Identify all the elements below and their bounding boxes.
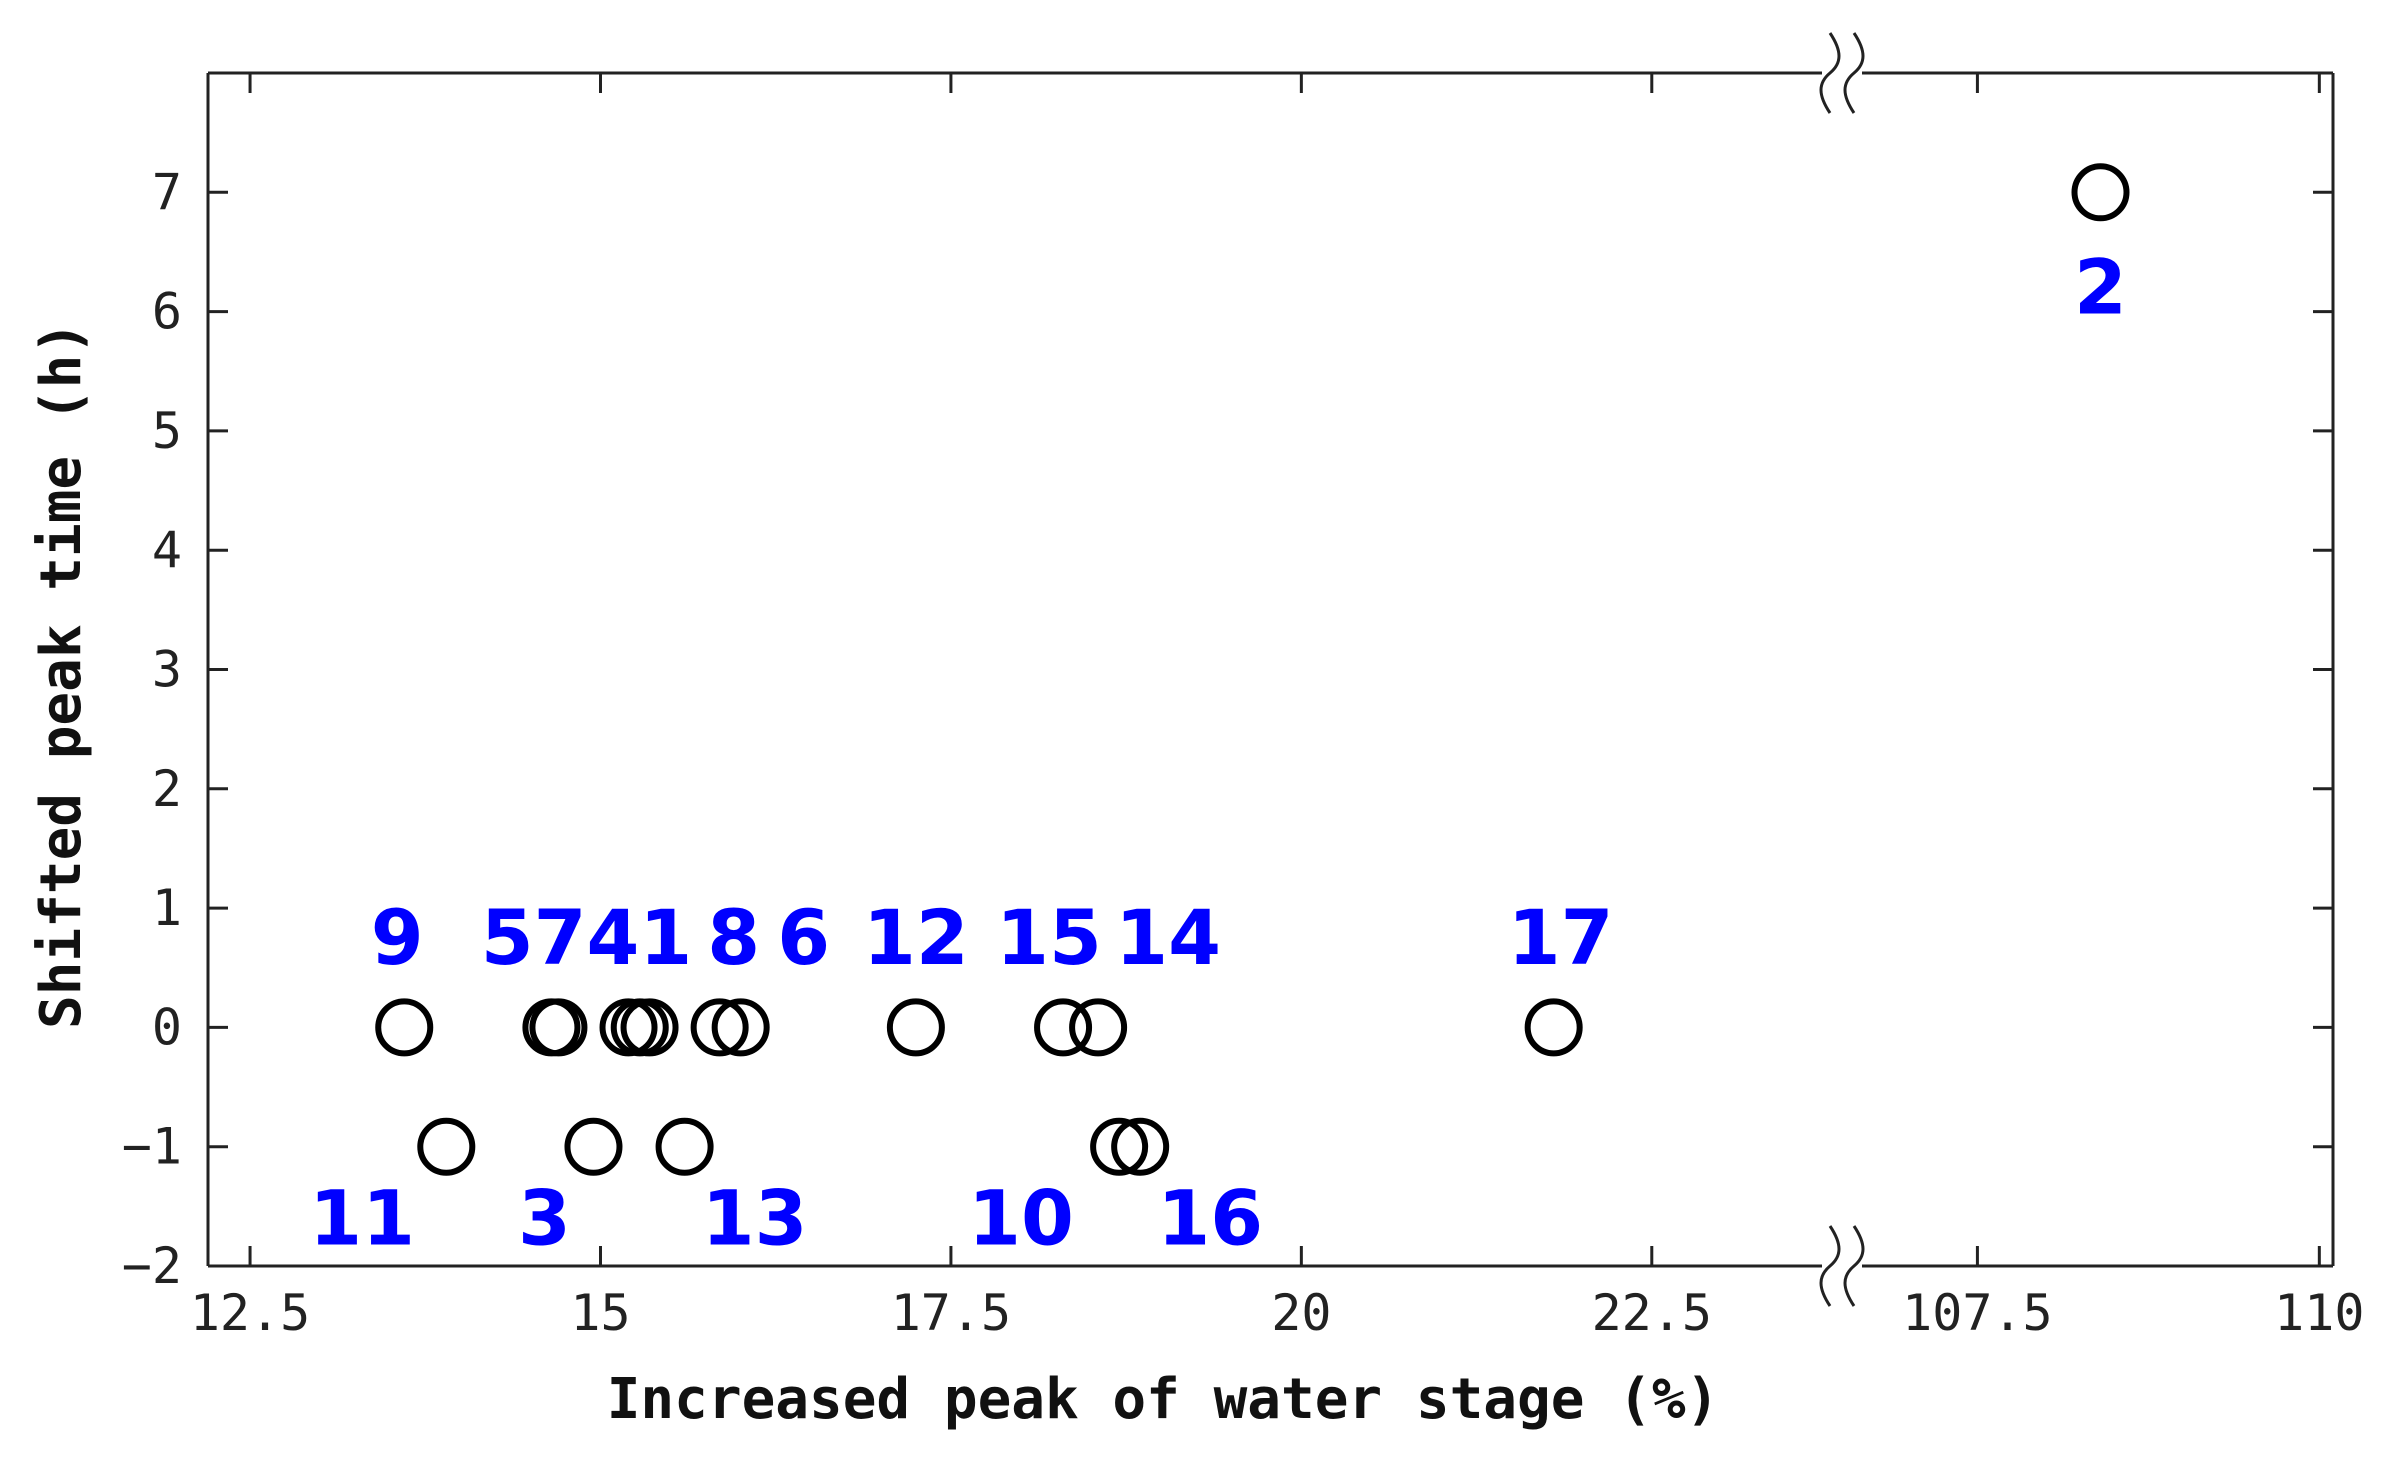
x-tick-label: 110 xyxy=(2274,1284,2364,1342)
data-point xyxy=(1069,998,1128,1057)
y-tick-label: −2 xyxy=(122,1237,182,1295)
axis-break-squiggle xyxy=(1843,1225,1865,1307)
x-tick-label: 22.5 xyxy=(1592,1284,1712,1342)
x-tick-label: 107.5 xyxy=(1902,1284,2053,1342)
data-point xyxy=(564,1117,623,1176)
point-label: 11 xyxy=(309,1173,415,1262)
point-label: 3 xyxy=(518,1173,571,1262)
axis-break-marks xyxy=(1819,31,1865,1308)
data-point xyxy=(711,998,770,1057)
x-tick-label: 20 xyxy=(1271,1284,1331,1342)
point-label: 9 xyxy=(371,893,424,982)
axis-break-squiggle xyxy=(1843,32,1865,114)
data-point xyxy=(886,998,945,1057)
data-point xyxy=(690,998,749,1057)
point-label: 10 xyxy=(968,1173,1074,1262)
data-point xyxy=(417,1117,476,1176)
data-point xyxy=(1034,998,1093,1057)
point-label: 16 xyxy=(1157,1173,1263,1262)
data-point xyxy=(529,998,588,1057)
point-label: 6 xyxy=(777,893,830,982)
axis-break-squiggle xyxy=(1819,1225,1841,1307)
point-label: 12 xyxy=(863,893,969,982)
point-label: 5741 xyxy=(481,893,693,982)
data-point xyxy=(2071,163,2130,222)
y-axis-title: Shifted peak time (h) xyxy=(29,321,94,1029)
point-label: 2 xyxy=(2074,243,2127,332)
data-point xyxy=(620,998,679,1057)
y-tick-label: 7 xyxy=(152,163,182,221)
x-tick-label: 17.5 xyxy=(891,1284,1011,1342)
data-point xyxy=(1524,998,1583,1057)
point-label: 15 xyxy=(996,893,1102,982)
y-tick-label: 5 xyxy=(152,402,182,460)
data-points xyxy=(375,163,2130,1176)
x-tick-label: 15 xyxy=(570,1284,630,1342)
x-tick-label: 12.5 xyxy=(190,1284,310,1342)
y-tick-label: 6 xyxy=(152,283,182,341)
x-axis-title: Increased peak of water stage (%) xyxy=(607,1367,1720,1432)
x-axis-ticks: 12.5 15 17.5 20 22.5 107.5 110 xyxy=(190,73,2364,1342)
y-tick-label: 2 xyxy=(152,760,182,818)
axis-break-squiggle xyxy=(1819,32,1841,114)
axes-frame xyxy=(206,71,2335,1268)
point-label: 13 xyxy=(702,1173,808,1262)
data-point xyxy=(1090,1117,1149,1176)
data-point xyxy=(1111,1117,1170,1176)
point-labels: 2 9 5741 8 6 12 15 14 17 11 3 13 10 16 xyxy=(309,243,2127,1263)
y-tick-label: −1 xyxy=(122,1118,182,1176)
point-label: 14 xyxy=(1115,893,1221,982)
y-tick-label: 4 xyxy=(152,521,182,579)
point-label: 8 xyxy=(707,893,760,982)
y-tick-label: 0 xyxy=(152,998,182,1056)
data-point xyxy=(375,998,434,1057)
point-label: 17 xyxy=(1508,893,1614,982)
y-tick-label: 3 xyxy=(152,641,182,699)
y-tick-label: 1 xyxy=(152,879,182,937)
data-point xyxy=(655,1117,714,1176)
